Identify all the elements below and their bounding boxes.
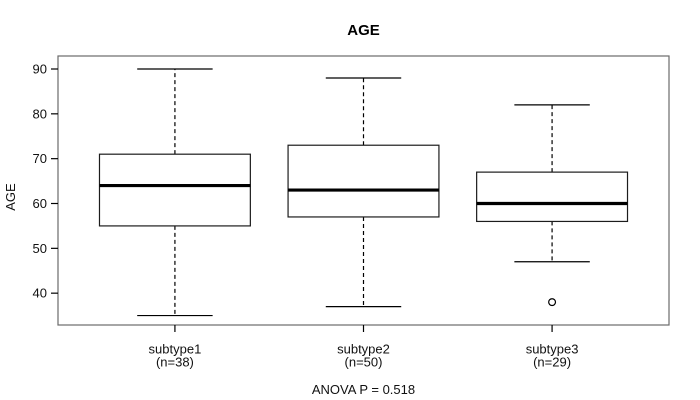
iqr-box bbox=[287, 144, 440, 218]
x-tick-label: subtype2 bbox=[337, 342, 390, 357]
anova-annotation: ANOVA P = 0.518 bbox=[311, 382, 416, 397]
y-tick-label: 90 bbox=[33, 62, 47, 77]
x-tick-label: subtype1 bbox=[149, 342, 202, 357]
chart-title: AGE bbox=[347, 22, 380, 39]
x-tick-sublabel: (n=29) bbox=[533, 355, 571, 370]
x-tick-sublabel: (n=38) bbox=[156, 355, 194, 370]
y-tick-label: 60 bbox=[33, 196, 47, 211]
iqr-box bbox=[476, 171, 629, 223]
y-tick-label: 50 bbox=[33, 241, 47, 256]
y-tick-label: 70 bbox=[33, 151, 47, 166]
outlier-point bbox=[548, 298, 557, 307]
x-tick-sublabel: (n=50) bbox=[345, 355, 383, 370]
y-tick-label: 40 bbox=[33, 286, 47, 301]
y-tick-label: 80 bbox=[33, 106, 47, 121]
x-tick-label: subtype3 bbox=[526, 342, 579, 357]
iqr-box bbox=[98, 153, 251, 227]
